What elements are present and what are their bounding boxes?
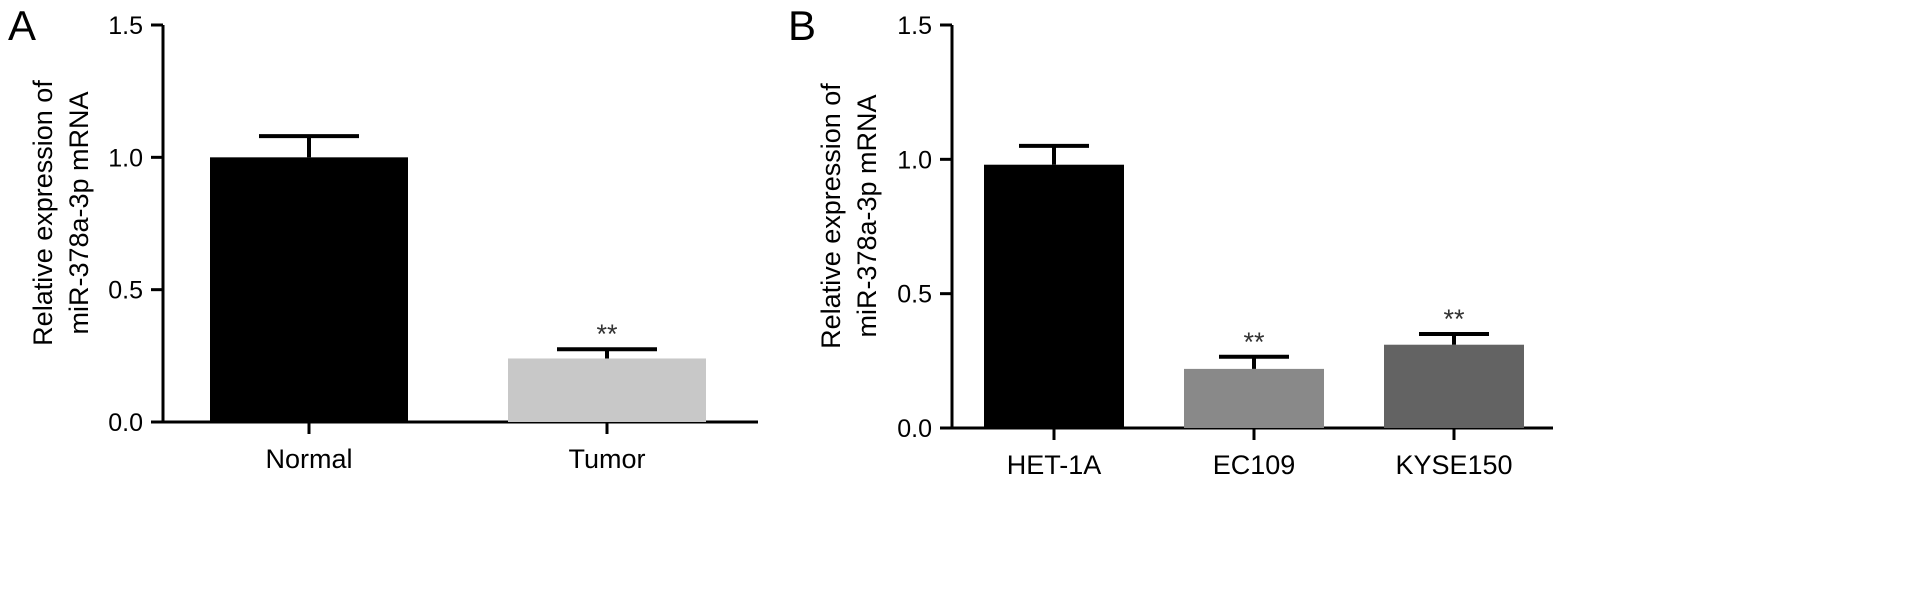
panel-b: B Relative expression of miR-378a-3p mRNA 0… [788,2,1553,480]
y-tick-label: 1.0 [108,144,143,172]
y-axis-label: Relative expression of [28,80,58,346]
y-tick-label: 1.5 [108,12,143,40]
y-tick-label: 0.5 [108,277,143,305]
bar [508,358,706,422]
significance-marker: ** [1243,327,1265,357]
bar [1384,344,1524,428]
y-axis-label: miR-378a-3p mRNA [852,94,882,337]
x-tick-label: EC109 [1213,450,1296,480]
y-axis-label: Relative expression of [816,83,846,349]
bar [984,164,1124,428]
y-axis-label: miR-378a-3p mRNA [64,91,94,334]
panel-label: B [788,2,816,49]
y-tick-label: 1.5 [897,12,932,40]
y-tick-label: 1.0 [897,146,932,174]
x-tick-label: Tumor [568,444,645,474]
x-tick-label: Normal [265,444,352,474]
bar [210,157,408,423]
y-tick-label: 0.0 [108,409,143,437]
panel-label: A [8,2,36,49]
significance-marker: ** [596,319,618,349]
x-tick-label: KYSE150 [1395,450,1512,480]
y-tick-label: 0.0 [897,415,932,443]
x-tick-label: HET-1A [1007,450,1102,480]
y-tick-label: 0.5 [897,281,932,309]
significance-marker: ** [1443,304,1465,334]
panel-a: A Relative expression of miR-378a-3p mRNA 0… [8,2,758,474]
bar [1184,368,1324,428]
